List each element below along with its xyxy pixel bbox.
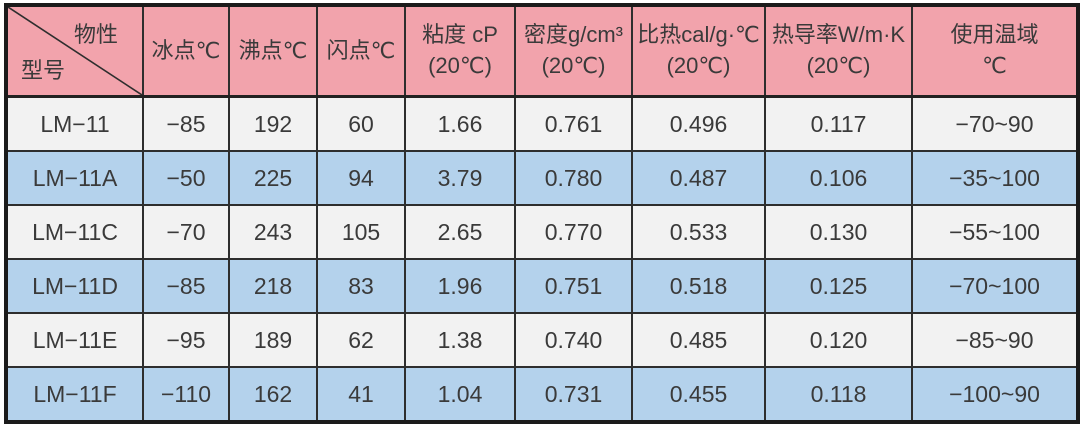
header-line1: 密度g/cm³: [523, 22, 623, 48]
header-line2: (20℃): [428, 53, 492, 78]
value-cell: 0.118: [764, 366, 913, 423]
value-cell: 162: [228, 366, 318, 423]
value-cell: 0.120: [764, 312, 913, 368]
value-cell: 0.761: [514, 95, 633, 152]
value-cell: 192: [228, 95, 318, 152]
value-cell: 0.117: [764, 95, 913, 152]
value-cell: −95: [142, 312, 230, 368]
value-cell: 0.455: [631, 366, 766, 423]
column-header-specific-heat: 比热cal/g·℃ (20℃): [631, 4, 766, 98]
header-row: 物性 型号 冰点℃ 沸点℃ 闪点℃: [5, 4, 1079, 98]
value-cell: −70~100: [911, 258, 1079, 314]
header-line1: 沸点℃: [238, 37, 308, 63]
table-row: LM−11F −110 162 41 1.04 0.731 0.455 0.118 −100~9…: [5, 366, 1079, 423]
value-cell: −55~100: [911, 204, 1079, 260]
table-row: LM−11A −50 225 94 3.79 0.780 0.487 0.106 −35~100: [5, 150, 1079, 206]
column-header-boiling-point: 沸点℃: [228, 4, 318, 98]
corner-label-property: 物性: [73, 22, 118, 47]
value-cell: 94: [316, 150, 406, 206]
value-cell: 3.79: [404, 150, 516, 206]
column-header-density: 密度g/cm³ (20℃): [514, 4, 633, 98]
header-line2: (20℃): [806, 53, 871, 78]
value-cell: 0.740: [514, 312, 633, 368]
table-body: LM−11 −85 192 60 1.66 0.761 0.496 0.117 −70~90 LM…: [5, 95, 1079, 423]
value-cell: 0.130: [764, 204, 913, 260]
value-cell: 225: [228, 150, 318, 206]
value-cell: 0.770: [514, 204, 633, 260]
value-cell: 1.66: [404, 95, 516, 152]
header-line1: 热导率W/m·K: [771, 22, 906, 48]
spec-table: 物性 型号 冰点℃ 沸点℃ 闪点℃: [4, 3, 1080, 424]
table-row: LM−11E −95 189 62 1.38 0.740 0.485 0.120 −85~90: [5, 312, 1079, 368]
corner-label-model: 型号: [21, 58, 66, 83]
value-cell: −70~90: [911, 95, 1079, 152]
value-cell: 243: [228, 204, 318, 260]
header-line1: 比热cal/g·℃: [637, 22, 760, 48]
value-cell: 105: [316, 204, 406, 260]
value-cell: 1.04: [404, 366, 516, 423]
header-line2: (20℃): [541, 53, 606, 78]
column-header-thermal-conductivity: 热导率W/m·K (20℃): [764, 4, 913, 98]
value-cell: −110: [142, 366, 230, 423]
value-cell: −85: [142, 95, 230, 152]
value-cell: −85~90: [911, 312, 1079, 368]
value-cell: 0.485: [631, 312, 766, 368]
value-cell: 0.518: [631, 258, 766, 314]
value-cell: 60: [316, 95, 406, 152]
value-cell: −35~100: [911, 150, 1079, 206]
header-line1: 粘度 cP: [422, 22, 498, 48]
value-cell: 0.751: [514, 258, 633, 314]
model-cell: LM−11D: [5, 258, 144, 314]
header-line2: ℃: [982, 53, 1007, 78]
table-row: LM−11 −85 192 60 1.66 0.761 0.496 0.117 −70~90: [5, 95, 1079, 152]
header-line2: (20℃): [666, 53, 731, 78]
column-header-freezing-point: 冰点℃: [142, 4, 230, 98]
value-cell: 1.38: [404, 312, 516, 368]
value-cell: 0.780: [514, 150, 633, 206]
diagonal-line-icon: [8, 7, 142, 95]
header-line1: 闪点℃: [326, 37, 396, 63]
value-cell: 1.96: [404, 258, 516, 314]
value-cell: 0.731: [514, 366, 633, 423]
value-cell: 62: [316, 312, 406, 368]
value-cell: 41: [316, 366, 406, 423]
model-cell: LM−11A: [5, 150, 144, 206]
value-cell: −100~90: [911, 366, 1079, 423]
value-cell: −85: [142, 258, 230, 314]
corner-cell: 物性 型号: [5, 4, 144, 98]
value-cell: 0.533: [631, 204, 766, 260]
value-cell: 0.487: [631, 150, 766, 206]
value-cell: −70: [142, 204, 230, 260]
value-cell: 2.65: [404, 204, 516, 260]
value-cell: 0.125: [764, 258, 913, 314]
value-cell: 0.496: [631, 95, 766, 152]
header-line1: 冰点℃: [151, 37, 221, 63]
value-cell: 83: [316, 258, 406, 314]
model-cell: LM−11C: [5, 204, 144, 260]
model-cell: LM−11E: [5, 312, 144, 368]
value-cell: 218: [228, 258, 318, 314]
model-cell: LM−11: [5, 95, 144, 152]
column-header-viscosity: 粘度 cP (20℃): [404, 4, 516, 98]
model-cell: LM−11F: [5, 366, 144, 423]
value-cell: 0.106: [764, 150, 913, 206]
column-header-operating-temp-range: 使用温域 ℃: [911, 4, 1079, 98]
value-cell: 189: [228, 312, 318, 368]
header-line1: 使用温域: [950, 22, 1039, 48]
column-header-flash-point: 闪点℃: [316, 4, 406, 98]
value-cell: −50: [142, 150, 230, 206]
table-row: LM−11C −70 243 105 2.65 0.770 0.533 0.130 −55~10…: [5, 204, 1079, 260]
table-row: LM−11D −85 218 83 1.96 0.751 0.518 0.125 −70~100: [5, 258, 1079, 314]
